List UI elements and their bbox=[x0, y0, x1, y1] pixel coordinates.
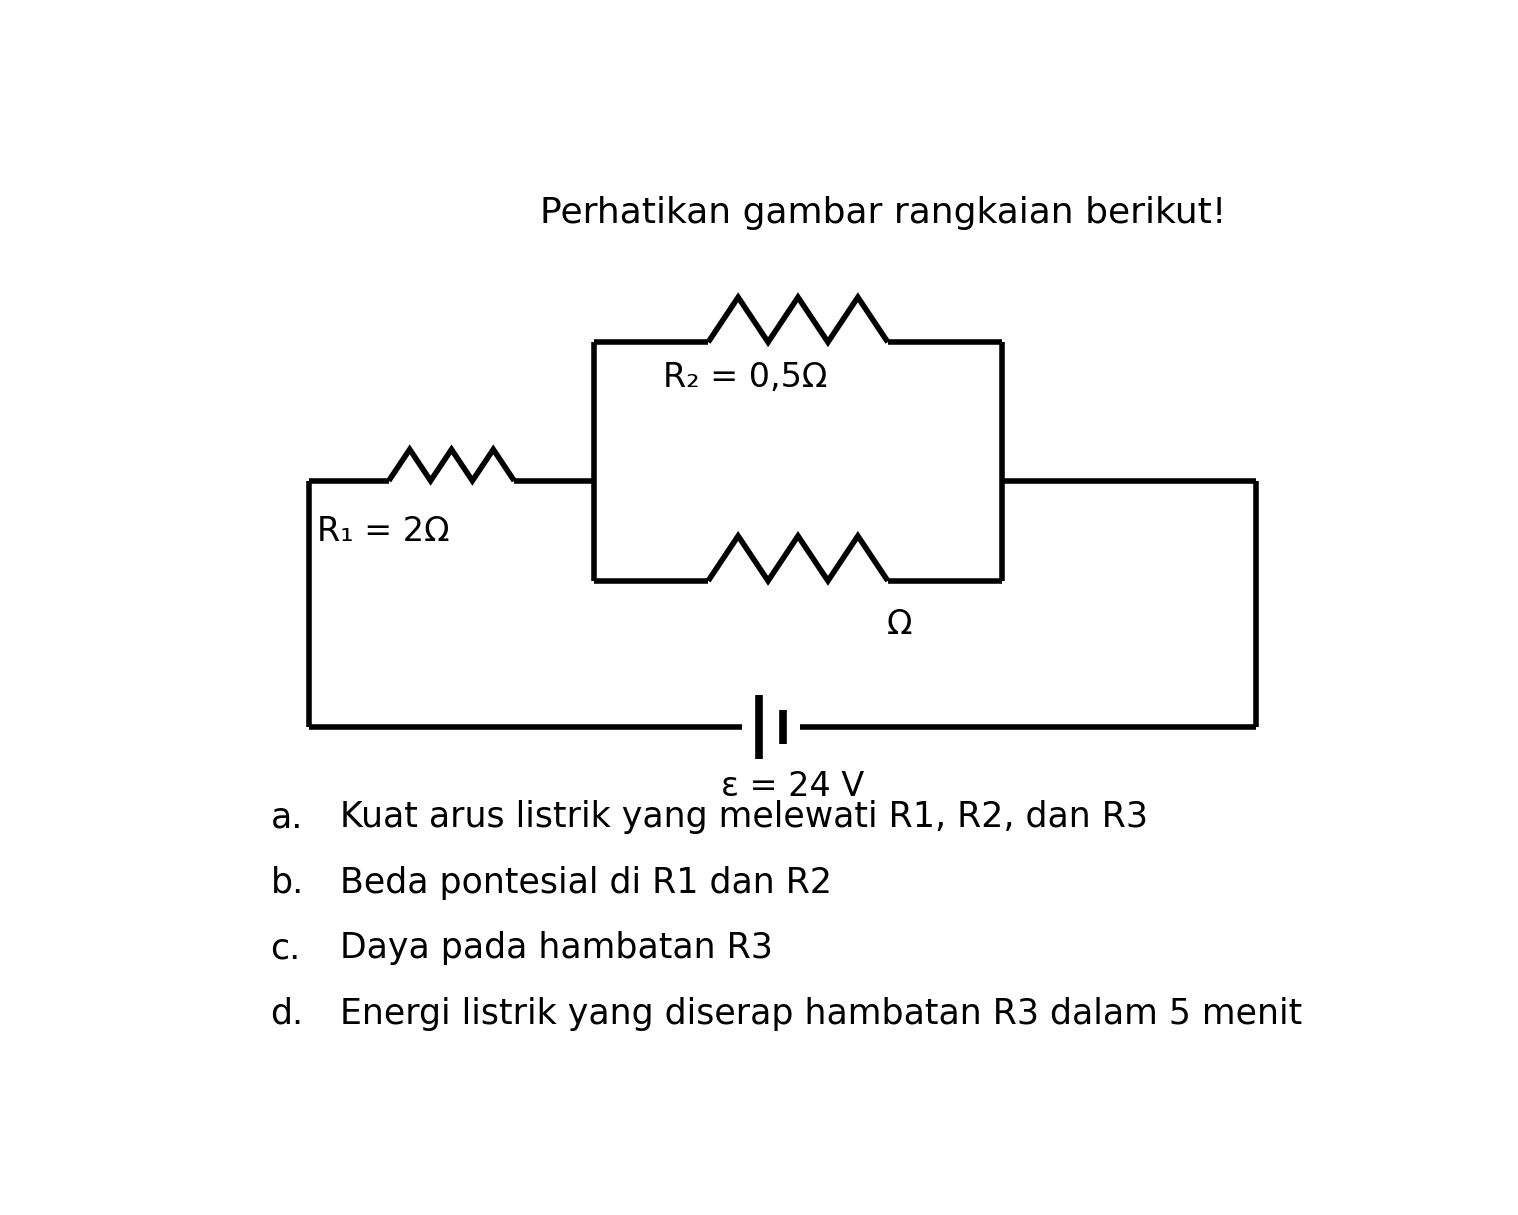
Text: Daya pada hambatan R3: Daya pada hambatan R3 bbox=[340, 931, 773, 965]
Text: R₂ = 0,5Ω: R₂ = 0,5Ω bbox=[663, 361, 827, 395]
Text: Ω: Ω bbox=[887, 608, 912, 640]
Text: Energi listrik yang diserap hambatan R3 dalam 5 menit: Energi listrik yang diserap hambatan R3 … bbox=[340, 996, 1302, 1030]
Text: Perhatikan gambar rangkaian berikut!: Perhatikan gambar rangkaian berikut! bbox=[540, 196, 1227, 230]
Text: a.: a. bbox=[270, 801, 304, 835]
Text: b.: b. bbox=[270, 866, 304, 900]
Text: Beda pontesial di R1 dan R2: Beda pontesial di R1 dan R2 bbox=[340, 866, 832, 900]
Text: d.: d. bbox=[270, 996, 304, 1030]
Text: Kuat arus listrik yang melewati R1, R2, dan R3: Kuat arus listrik yang melewati R1, R2, … bbox=[340, 801, 1148, 835]
Text: c.: c. bbox=[270, 931, 301, 965]
Text: ε = 24 V: ε = 24 V bbox=[721, 769, 864, 802]
Text: R₁ = 2Ω: R₁ = 2Ω bbox=[317, 515, 449, 548]
